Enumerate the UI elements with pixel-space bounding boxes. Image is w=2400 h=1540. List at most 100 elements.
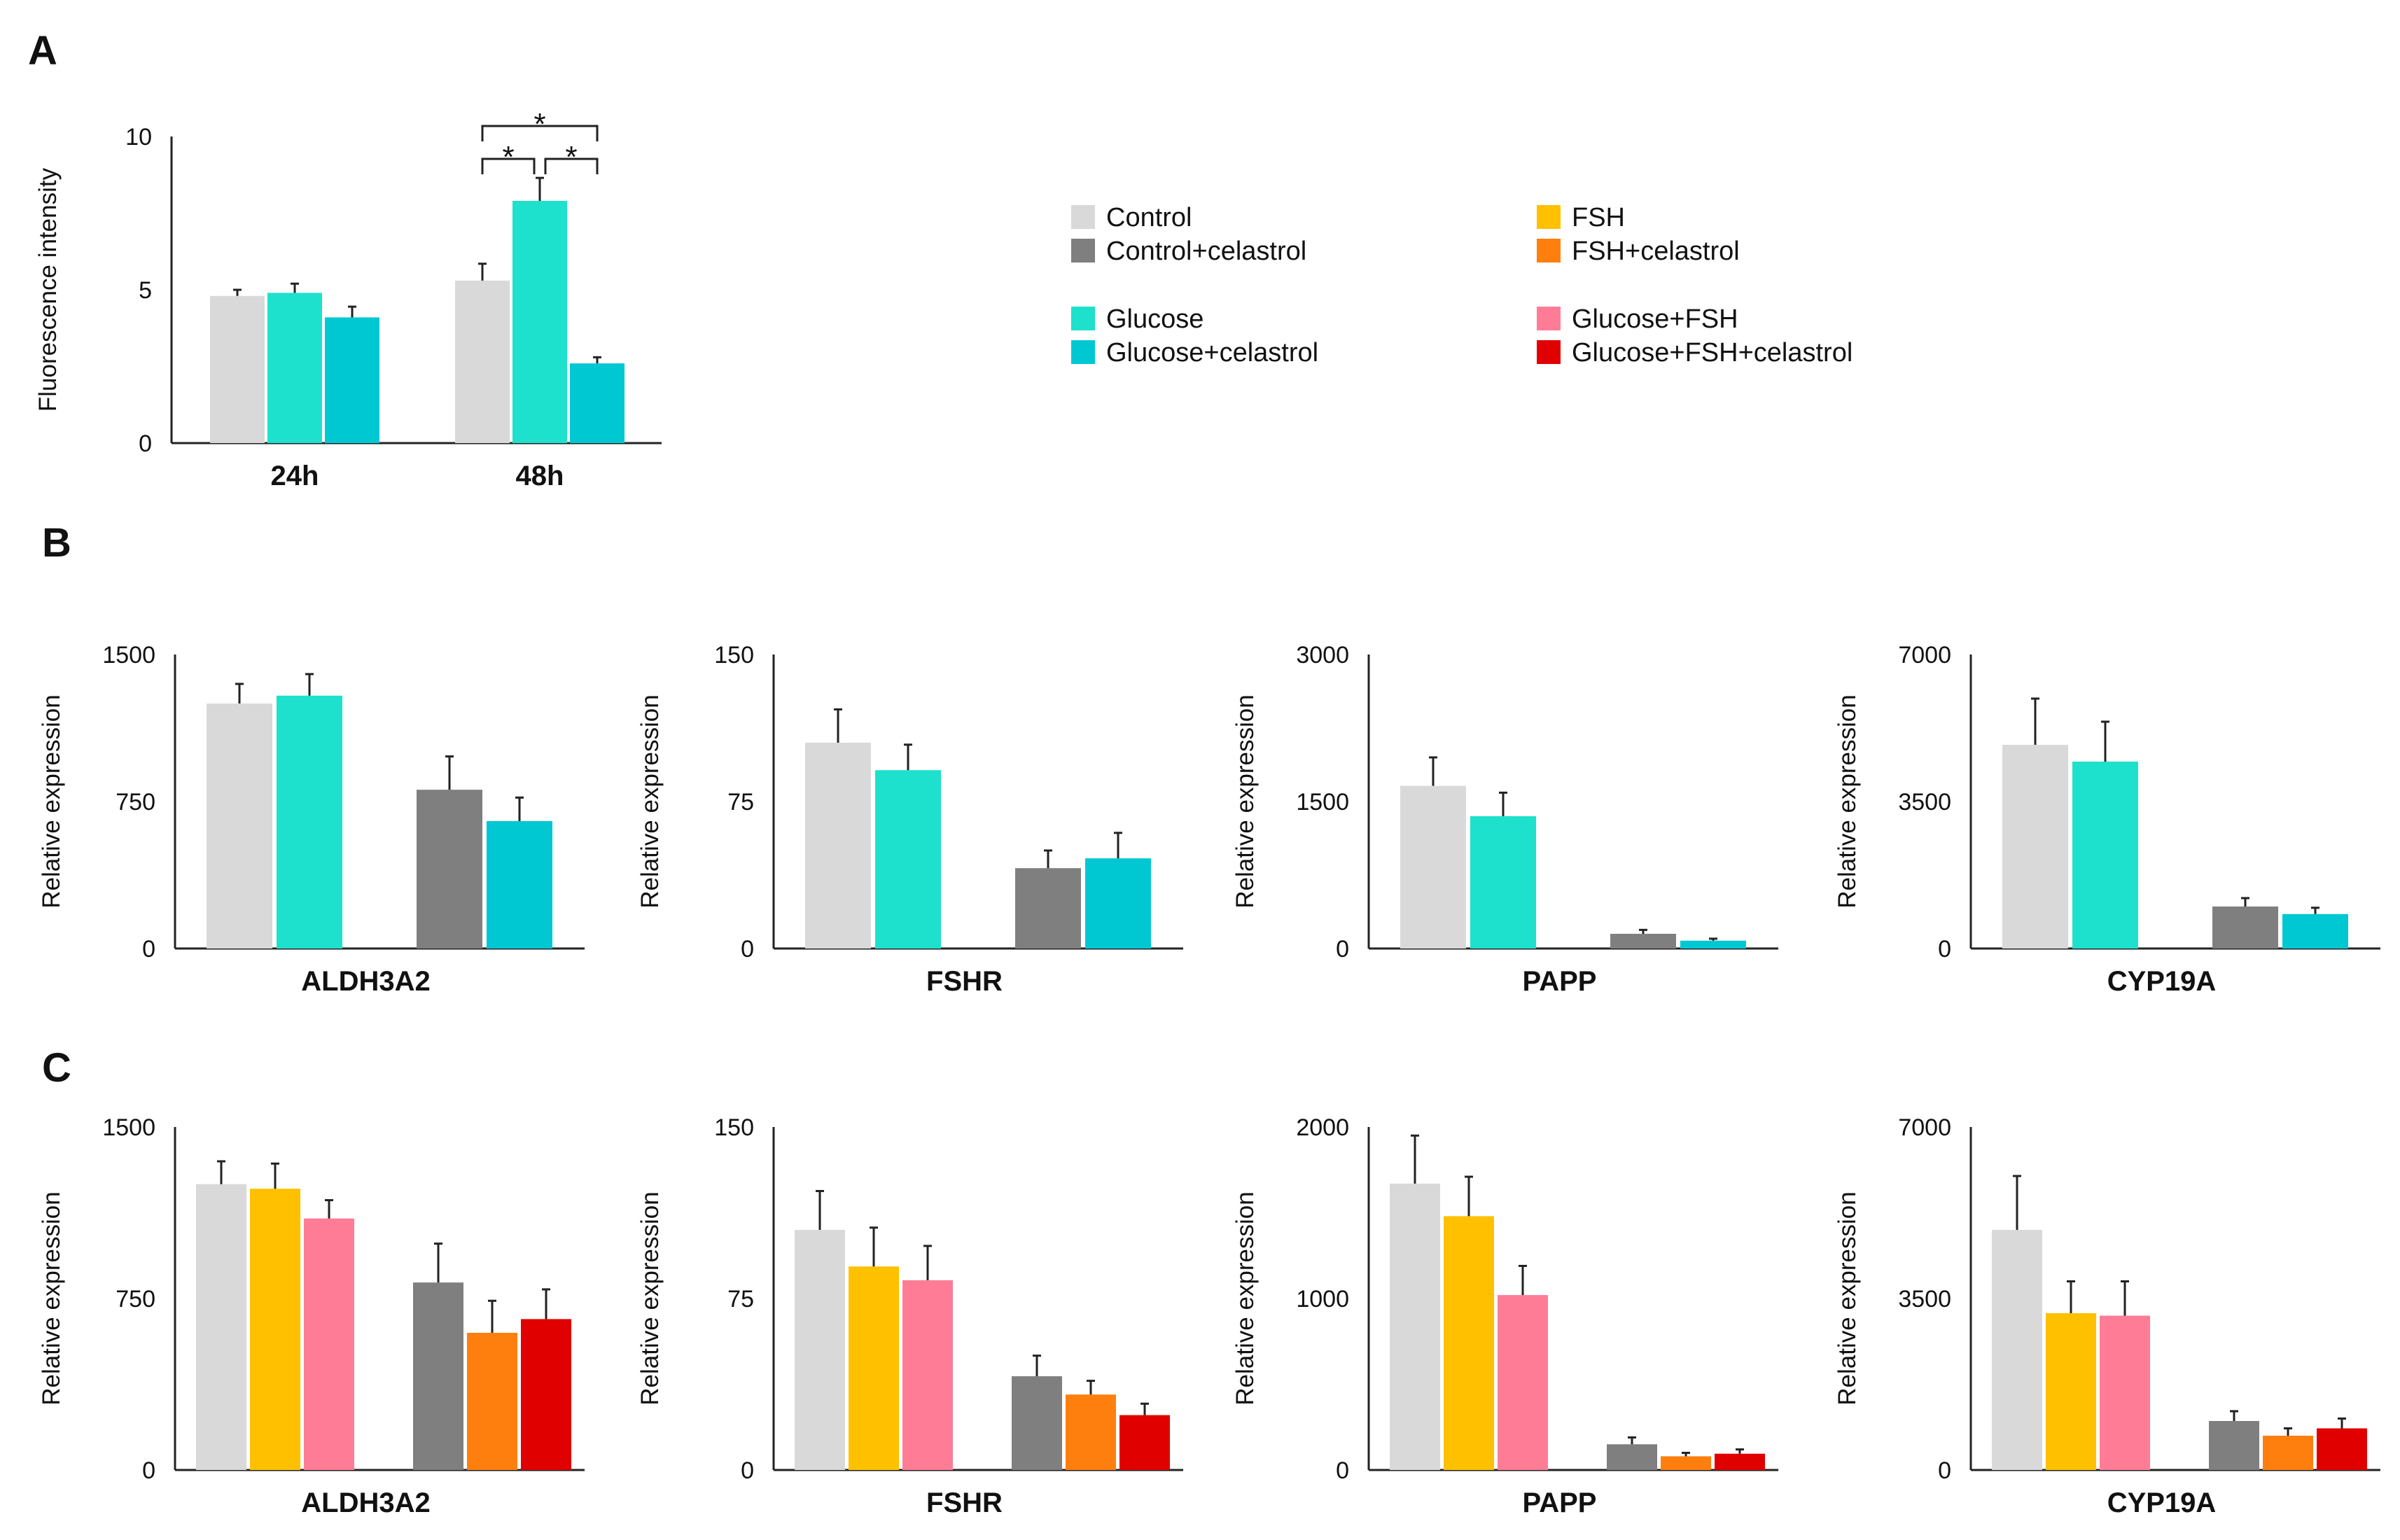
significance-bracket (481, 158, 536, 174)
x-axis-label: PAPP (1523, 1488, 1597, 1518)
y-tick-label: 75 (727, 789, 754, 816)
chart-b2: 0 75 150 Relative expression FSHR (636, 642, 1183, 997)
significance-bracket (544, 158, 599, 174)
panel-label-b: B (42, 520, 71, 566)
y-tick-label: 10 (125, 124, 152, 150)
y-axis-label: Relative expression (1834, 694, 1861, 908)
bar (2263, 1436, 2313, 1470)
y-tick-label: 1500 (102, 1114, 155, 1141)
legend-label: FSH (1572, 203, 1625, 232)
y-tick-label: 3000 (1296, 642, 1349, 668)
x-category-label: 48h (516, 461, 564, 491)
y-axis-label: Relative expression (1232, 1191, 1259, 1405)
y-axis-label: Relative expression (636, 1191, 664, 1405)
bar (2282, 913, 2348, 948)
bar (413, 1282, 463, 1470)
bar (1119, 1415, 1170, 1470)
bar (1607, 1444, 1657, 1470)
bar (1012, 1376, 1062, 1470)
bar (2317, 1428, 2367, 1470)
y-axis-label: Relative expression (1232, 694, 1259, 908)
legend-label: Glucose+FSH (1572, 304, 1738, 334)
significance-star: * (533, 107, 545, 141)
bar (467, 1333, 517, 1470)
bar (2046, 1313, 2096, 1470)
y-tick-label: 5 (139, 277, 152, 304)
y-tick-label: 1000 (1296, 1286, 1349, 1312)
bar (455, 280, 510, 443)
legend-swatch (1537, 205, 1561, 229)
bar (1066, 1394, 1116, 1470)
x-axis-label: FSHR (926, 966, 1003, 997)
legend-swatch (1071, 239, 1095, 262)
chart-c3: 0 1000 2000 Relative expression PAPP (1232, 1114, 1778, 1518)
bar (902, 1280, 953, 1470)
y-tick-label: 1500 (102, 642, 155, 668)
y-tick-label: 75 (727, 1286, 754, 1312)
bar (1444, 1216, 1494, 1470)
legend-swatch (1537, 340, 1561, 364)
y-tick-label: 3500 (1898, 789, 1951, 816)
panel-label-a: A (28, 28, 57, 74)
chart-c4: 0 3500 7000 Relative expression CYP19A (1834, 1114, 2380, 1518)
y-tick-label: 1500 (1296, 789, 1349, 816)
bar (1992, 1230, 2042, 1470)
bar (1715, 1453, 1765, 1470)
legend-swatch (1071, 205, 1095, 229)
y-tick-label: 0 (139, 430, 152, 457)
bar (2072, 762, 2138, 948)
bar (875, 770, 941, 948)
bar (325, 317, 379, 443)
legend-label: Control+celastrol (1106, 237, 1306, 266)
x-axis-label: ALDH3A2 (301, 966, 430, 997)
y-tick-label: 0 (1938, 1457, 1951, 1484)
y-axis-label: Fluorescence intensity (34, 167, 62, 412)
bar (196, 1184, 246, 1470)
y-tick-label: 150 (714, 642, 754, 668)
bar (417, 790, 482, 948)
legend-label: Glucose+celastrol (1106, 338, 1318, 368)
chart-c1: 0 750 1500 Relative expression ALDH3A2 (38, 1114, 585, 1518)
chart-a: 0 5 10 Fluorescence intensity 24h 48h * * * (34, 107, 662, 491)
bar (1661, 1456, 1711, 1470)
y-tick-label: 3500 (1898, 1286, 1951, 1312)
x-axis-label: PAPP (1523, 966, 1597, 997)
y-axis-label: Relative expression (1834, 1191, 1861, 1405)
bar (849, 1266, 899, 1470)
x-axis-label: FSHR (926, 1488, 1003, 1518)
bar (795, 1230, 845, 1470)
y-axis-label: Relative expression (636, 694, 664, 908)
bar (250, 1189, 300, 1470)
y-tick-label: 0 (1336, 936, 1349, 962)
y-tick-label: 0 (741, 936, 754, 962)
bar (1498, 1295, 1548, 1470)
bar (267, 293, 322, 443)
legend-swatch (1537, 307, 1561, 330)
bar (487, 821, 552, 948)
chart-c2: 0 75 150 Relative expression FSHR (636, 1114, 1183, 1518)
bar (521, 1319, 571, 1470)
y-tick-label: 0 (1336, 1457, 1349, 1484)
bar (207, 704, 272, 948)
bar (570, 363, 625, 443)
bar (512, 200, 567, 443)
legend-label: Glucose (1106, 304, 1204, 334)
bar (2212, 906, 2278, 948)
panel-label-c: C (42, 1045, 71, 1091)
bar (210, 295, 265, 443)
legend-swatch (1537, 239, 1561, 262)
y-tick-label: 0 (741, 1457, 754, 1484)
bar (2100, 1315, 2150, 1470)
y-tick-label: 0 (1938, 936, 1951, 962)
y-axis-label: Relative expression (38, 1191, 65, 1405)
y-tick-label: 7000 (1898, 1114, 1951, 1141)
chart-b1: 0 750 1500 Relative expression ALDH3A2 (38, 642, 585, 997)
y-axis-label: Relative expression (38, 694, 65, 908)
bar (1390, 1183, 1440, 1470)
legend-label: FSH+celastrol (1572, 237, 1740, 266)
x-axis-label: ALDH3A2 (301, 1488, 430, 1518)
bar (1015, 868, 1081, 948)
y-tick-label: 150 (714, 1114, 754, 1141)
